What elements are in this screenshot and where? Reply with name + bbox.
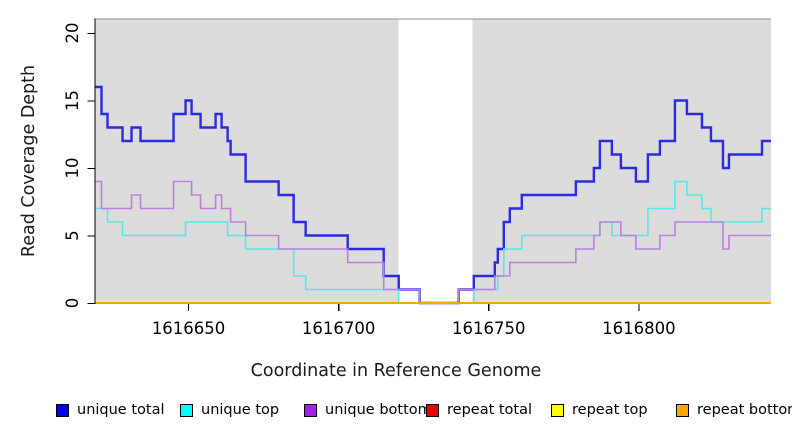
legend-item-repeat-total: repeat total bbox=[426, 402, 532, 418]
legend-label: unique bottom bbox=[325, 402, 432, 418]
repeat-top-swatch-icon bbox=[551, 403, 564, 417]
legend-item-unique-total: unique total bbox=[56, 402, 165, 418]
unique-bottom-swatch-icon bbox=[304, 403, 317, 417]
legend-label: unique top bbox=[201, 402, 280, 418]
legend-item-unique-top: unique top bbox=[180, 402, 279, 418]
y-tick-label: 20 bbox=[63, 23, 82, 44]
legend-item-repeat-bottom: repeat bottom bbox=[676, 402, 792, 418]
y-tick-label: 5 bbox=[63, 230, 82, 241]
uncovered-region-band bbox=[398, 19, 473, 303]
y-tick-label: 10 bbox=[63, 158, 82, 179]
series-unique-bottom bbox=[95, 180, 771, 304]
x-axis-title: Coordinate in Reference Genome bbox=[250, 361, 542, 381]
y-tick-label: 0 bbox=[63, 298, 82, 309]
y-axis-title: Read Coverage Depth bbox=[19, 64, 39, 258]
legend-item-repeat-top: repeat top bbox=[551, 402, 648, 418]
repeat-bottom-swatch-icon bbox=[676, 403, 689, 417]
x-tick-label: 1616800 bbox=[602, 319, 676, 338]
unique-total-swatch-icon bbox=[56, 403, 69, 417]
x-tick-label: 1616700 bbox=[302, 319, 376, 338]
legend-label: unique total bbox=[77, 402, 165, 418]
plot-canvas: 0 5 10 15 20 1616650 1616700 1616750 1616800 bbox=[63, 18, 771, 338]
legend-label: repeat bottom bbox=[697, 402, 792, 418]
legend-label: repeat top bbox=[572, 402, 648, 418]
legend-item-unique-bottom: unique bottom bbox=[304, 402, 432, 418]
unique-top-swatch-icon bbox=[180, 403, 193, 417]
repeat-total-swatch-icon bbox=[426, 403, 439, 417]
x-tick-label: 1616650 bbox=[152, 319, 226, 338]
x-tick-label: 1616750 bbox=[452, 319, 526, 338]
legend-label: repeat total bbox=[447, 402, 533, 418]
y-tick-label: 15 bbox=[63, 90, 82, 111]
